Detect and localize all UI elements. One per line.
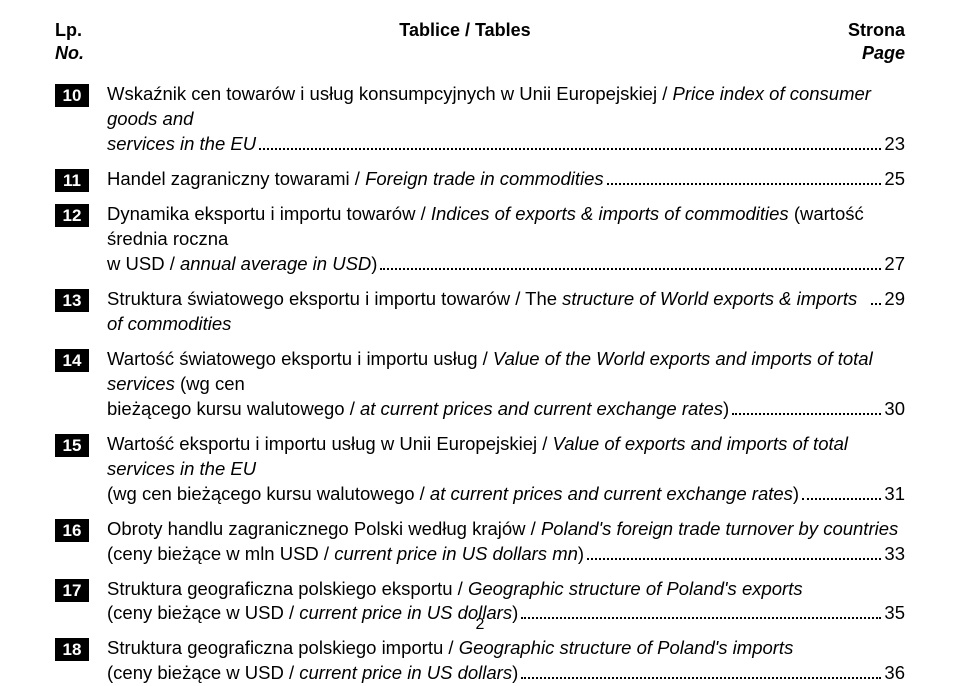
- toc-entry: 10 Wskaźnik cen towarów i usług konsumpcy…: [55, 82, 905, 157]
- entry-number-box: 11: [55, 169, 89, 192]
- toc-entry: 16 Obroty handlu zagranicznego Polski wed…: [55, 517, 905, 567]
- entry-page: 33: [884, 542, 905, 567]
- entry-line: bieżącego kursu walutowego / at current …: [107, 397, 905, 422]
- entry-text: Handel zagraniczny towarami / Foreign tr…: [107, 167, 604, 192]
- entry-text: services in the EU: [107, 132, 256, 157]
- leader-dots: [607, 183, 882, 185]
- entry-line: (ceny bieżące w USD / current price in U…: [107, 661, 905, 686]
- entry-line: Wartość eksportu i importu usług w Unii …: [107, 432, 905, 482]
- header-row-2: No. Page: [55, 43, 905, 64]
- toc-entry: 18Struktura geograficzna polskiego impor…: [55, 636, 905, 686]
- entry-line: Struktura geograficzna polskiego importu…: [107, 636, 905, 661]
- entry-text: (ceny bieżące w mln USD / current price …: [107, 542, 584, 567]
- leader-dots: [521, 677, 881, 679]
- entry-body: Wartość eksportu i importu usług w Unii …: [107, 432, 905, 507]
- entry-line: w USD / annual average in USD) 27: [107, 252, 905, 277]
- header-row-1: Lp. Tablice / Tables Strona: [55, 20, 905, 41]
- entry-number-box: 16: [55, 519, 89, 542]
- page-container: Lp. Tablice / Tables Strona No. Page 10 W…: [0, 0, 960, 686]
- entry-body: Struktura geograficzna polskiego importu…: [107, 636, 905, 686]
- entry-text: Struktura światowego eksportu i importu …: [107, 287, 868, 337]
- entry-line: Struktura geograficzna polskiego eksport…: [107, 577, 905, 602]
- entry-body: Handel zagraniczny towarami / Foreign tr…: [107, 167, 905, 192]
- entry-body: Obroty handlu zagranicznego Polski wedłu…: [107, 517, 905, 567]
- toc-entry: 14 Wartość światowego eksportu i importu …: [55, 347, 905, 422]
- entry-line: Struktura światowego eksportu i importu …: [107, 287, 905, 337]
- entry-page: 27: [884, 252, 905, 277]
- entry-number-box: 17: [55, 579, 89, 602]
- entry-line: Wskaźnik cen towarów i usług konsumpcyjn…: [107, 82, 905, 132]
- entry-page: 25: [884, 167, 905, 192]
- entry-body: Wskaźnik cen towarów i usług konsumpcyjn…: [107, 82, 905, 157]
- entry-body: Struktura światowego eksportu i importu …: [107, 287, 905, 337]
- entry-line: (wg cen bieżącego kursu walutowego / at …: [107, 482, 905, 507]
- entry-text: bieżącego kursu walutowego / at current …: [107, 397, 729, 422]
- entry-line: Obroty handlu zagranicznego Polski wedłu…: [107, 517, 905, 542]
- entry-line: Dynamika eksportu i importu towarów / In…: [107, 202, 905, 252]
- leader-dots: [259, 148, 881, 150]
- header-left-1: Lp.: [55, 20, 82, 41]
- entry-text: (wg cen bieżącego kursu walutowego / at …: [107, 482, 799, 507]
- toc-entry: 11 Handel zagraniczny towarami / Foreign …: [55, 167, 905, 192]
- entry-number-box: 15: [55, 434, 89, 457]
- entry-line: Handel zagraniczny towarami / Foreign tr…: [107, 167, 905, 192]
- header-right-2: Page: [862, 43, 905, 64]
- entry-page: 36: [884, 661, 905, 686]
- entry-body: Wartość światowego eksportu i importu us…: [107, 347, 905, 422]
- leader-dots: [871, 303, 881, 305]
- toc-entry: 15 Wartość eksportu i importu usług w Uni…: [55, 432, 905, 507]
- entry-page: 29: [884, 287, 905, 312]
- toc-entry: 13 Struktura światowego eksportu i import…: [55, 287, 905, 337]
- header-left-2: No.: [55, 43, 84, 64]
- entry-line: Wartość światowego eksportu i importu us…: [107, 347, 905, 397]
- entry-line: services in the EU 23: [107, 132, 905, 157]
- page-number: 2: [0, 616, 960, 634]
- entry-text: w USD / annual average in USD): [107, 252, 377, 277]
- toc-entries: 10 Wskaźnik cen towarów i usług konsumpcy…: [55, 82, 905, 686]
- leader-dots: [587, 558, 881, 560]
- toc-entry: 12 Dynamika eksportu i importu towarów / …: [55, 202, 905, 277]
- leader-dots: [802, 498, 881, 500]
- entry-number-box: 14: [55, 349, 89, 372]
- entry-page: 23: [884, 132, 905, 157]
- entry-number-box: 10: [55, 84, 89, 107]
- entry-text: (ceny bieżące w USD / current price in U…: [107, 661, 518, 686]
- leader-dots: [732, 413, 881, 415]
- entry-line: (ceny bieżące w mln USD / current price …: [107, 542, 905, 567]
- header-center-1: Tablice / Tables: [399, 20, 530, 41]
- entry-number-box: 13: [55, 289, 89, 312]
- entry-body: Dynamika eksportu i importu towarów / In…: [107, 202, 905, 277]
- header-right-1: Strona: [848, 20, 905, 41]
- entry-page: 30: [884, 397, 905, 422]
- entry-page: 31: [884, 482, 905, 507]
- leader-dots: [380, 268, 881, 270]
- entry-number-box: 12: [55, 204, 89, 227]
